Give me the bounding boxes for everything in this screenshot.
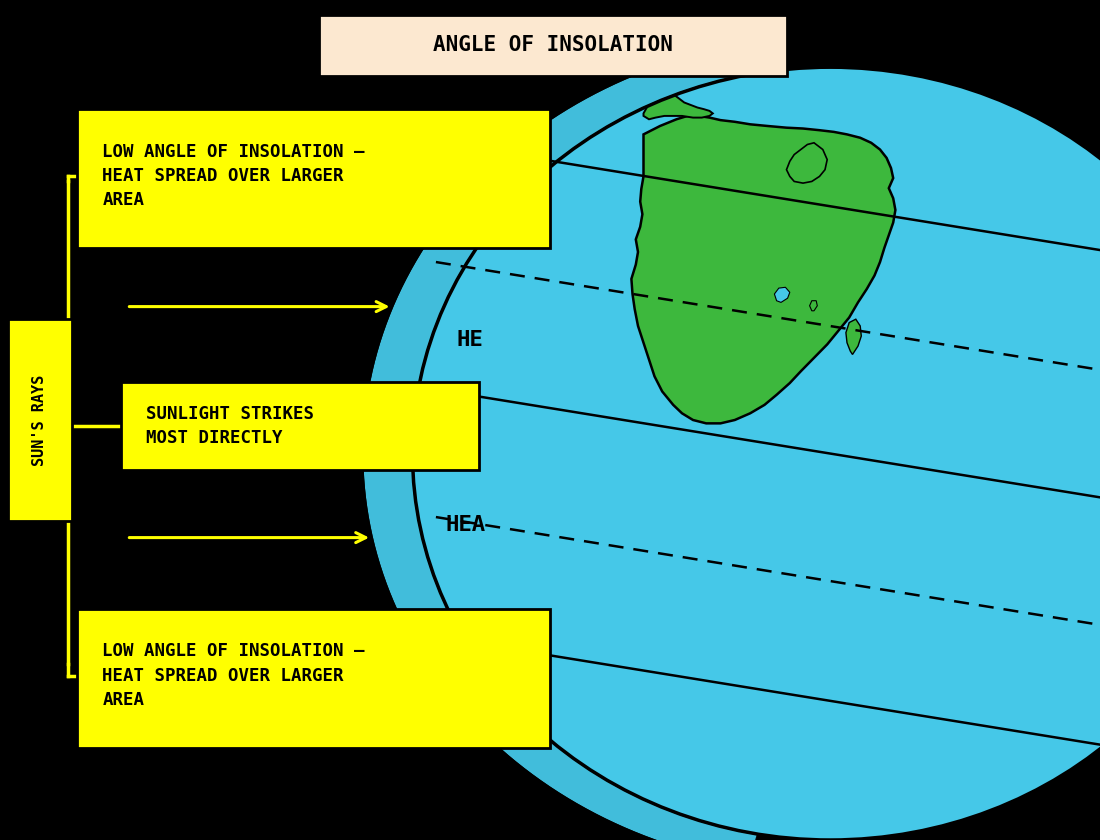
Text: SUNLIGHT STRIKES
MOST DIRECTLY: SUNLIGHT STRIKES MOST DIRECTLY: [146, 405, 315, 448]
Polygon shape: [644, 79, 651, 92]
Polygon shape: [846, 319, 861, 354]
Polygon shape: [644, 88, 713, 119]
Polygon shape: [786, 143, 827, 183]
Text: LOW ANGLE OF INSOLATION –
HEAT SPREAD OVER LARGER
AREA: LOW ANGLE OF INSOLATION – HEAT SPREAD OV…: [102, 143, 365, 209]
Ellipse shape: [412, 67, 1100, 840]
Polygon shape: [631, 116, 895, 423]
Text: SUN'S RAYS: SUN'S RAYS: [32, 375, 47, 465]
Text: HE: HE: [456, 330, 483, 350]
Polygon shape: [774, 287, 790, 302]
FancyBboxPatch shape: [8, 319, 72, 521]
Text: HEA: HEA: [446, 515, 485, 535]
Text: LOW ANGLE OF INSOLATION –
HEAT SPREAD OVER LARGER
AREA: LOW ANGLE OF INSOLATION – HEAT SPREAD OV…: [102, 643, 365, 709]
Polygon shape: [810, 301, 817, 311]
FancyBboxPatch shape: [121, 382, 478, 470]
Polygon shape: [362, 43, 758, 840]
FancyBboxPatch shape: [319, 15, 786, 76]
FancyBboxPatch shape: [77, 609, 550, 748]
FancyBboxPatch shape: [77, 109, 550, 248]
Text: ANGLE OF INSOLATION: ANGLE OF INSOLATION: [432, 35, 673, 55]
Polygon shape: [658, 71, 671, 86]
